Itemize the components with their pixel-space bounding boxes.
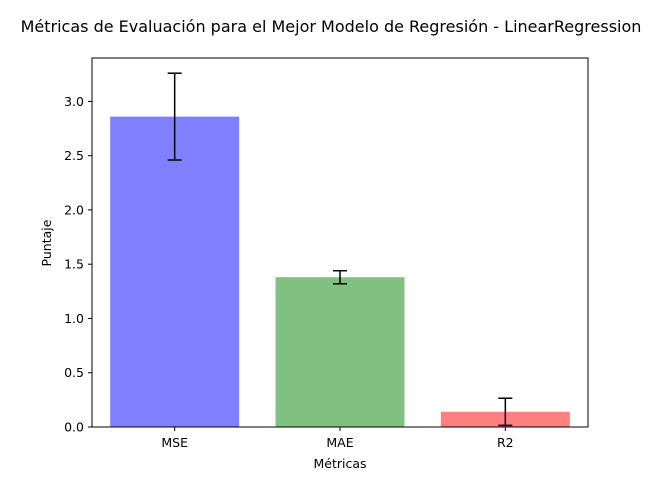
x-axis-label: Métricas (313, 456, 366, 471)
y-tick-label: 2.0 (64, 202, 84, 217)
y-axis: 0.0 0.5 1.0 1.5 2.0 2.5 3.0 (64, 94, 92, 435)
y-tick-label: 1.5 (64, 257, 84, 272)
y-axis-label: Puntaje (39, 219, 54, 266)
x-tick-label-mse: MSE (161, 435, 188, 450)
error-bar-r2 (498, 397, 513, 427)
y-tick-label: 1.0 (64, 311, 84, 326)
bar-mse (110, 116, 240, 427)
bars-group (110, 116, 570, 427)
error-bars-group (167, 72, 513, 427)
error-bar-mse (167, 72, 182, 161)
x-tick-label-r2: R2 (497, 435, 514, 450)
x-tick-label-mae: MAE (326, 435, 353, 450)
bar-mae (275, 277, 405, 427)
chart-title: Métricas de Evaluación para el Mejor Mod… (21, 17, 642, 36)
x-axis: MSE MAE R2 (161, 427, 514, 450)
y-tick-label: 0.0 (64, 420, 84, 435)
y-tick-label: 0.5 (64, 365, 84, 380)
error-bar-mae (333, 269, 347, 285)
y-tick-label: 2.5 (64, 148, 84, 163)
y-tick-label: 3.0 (64, 94, 84, 109)
